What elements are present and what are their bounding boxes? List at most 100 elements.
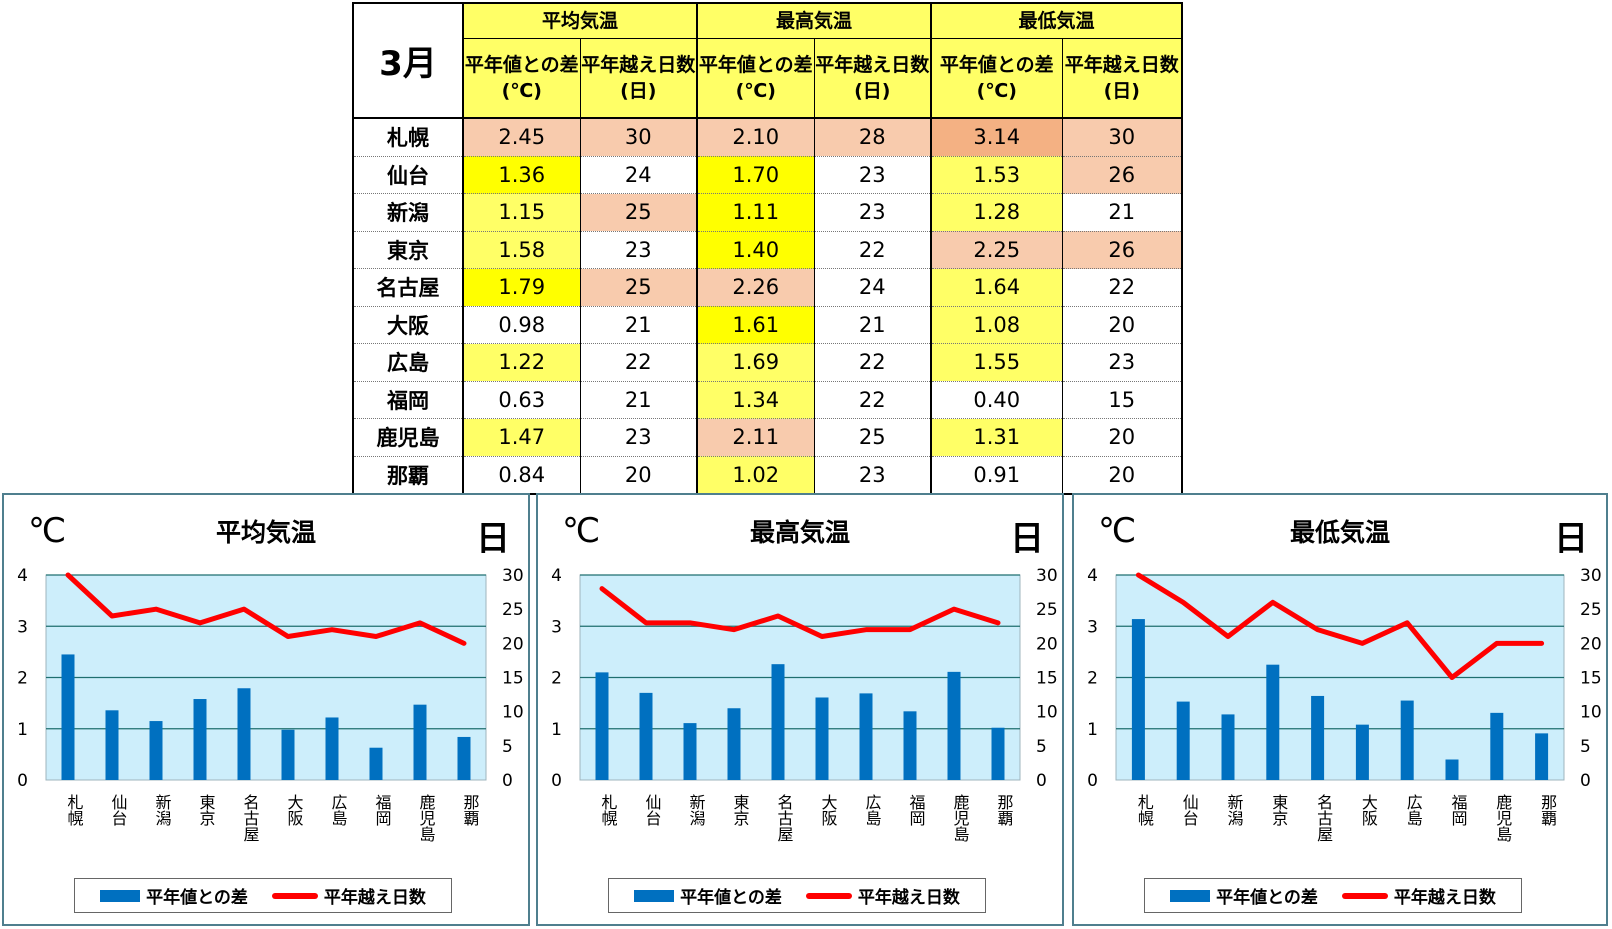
bar [859,693,873,780]
bar [237,688,251,780]
days-cell: 30 [1061,118,1183,157]
x-tick-label: 東京 [731,794,750,827]
days-cell: 22 [1061,268,1183,307]
y-tick-right: 20 [1036,634,1058,654]
y-tick-left: 4 [17,566,28,586]
days-cell: 25 [579,193,698,232]
bar [639,692,653,780]
city-cell: 鹿児島 [352,418,464,457]
days-cell: 24 [579,156,698,194]
days-cell: 22 [813,343,932,382]
days-cell: 22 [813,381,932,419]
days-cell: 21 [813,306,932,344]
city-cell: 東京 [352,231,464,269]
y-tick-left: 0 [551,771,562,791]
legend-item-bar: 平年値との差 [1170,883,1318,908]
y-tick-left: 4 [1087,566,1098,586]
x-tick-label: 鹿児島 [951,794,970,842]
diff-cell: 1.47 [463,418,580,457]
chart-panel-avg: ℃ 平均気温 日 0 1 2 3 4 0 5 10 15 20 25 30 札幌 仙台 新潟 東京 名古屋 大阪広… [2,493,530,926]
days-cell: 23 [579,231,698,269]
x-tick-label: 大阪 [819,794,838,826]
diff-cell: 1.55 [931,343,1062,382]
x-tick-label: 那覇 [461,794,480,826]
x-tick-label: 新潟 [1225,794,1244,826]
x-tick-label: 広島 [863,794,882,826]
table-row: 札幌 2.45 30 2.10 28 3.14 30 [352,118,1183,157]
sub-header-days: 平年越え日数(日) [579,38,698,119]
y-tick-right: 30 [1580,566,1602,586]
bar [413,704,427,780]
legend-label-line: 平年越え日数 [857,888,960,908]
chart-svg: 0 1 2 3 4 0 5 10 15 20 25 30 札幌 仙台 新潟 東京 名古屋 大阪 広島 福岡 鹿児島 那覇 [1087,566,1602,842]
unit-days: 日 [1010,519,1044,559]
x-tick-label: 仙台 [109,794,128,826]
sub-header-diff: 平年値との差(℃) [463,38,580,119]
y-tick-left: 1 [17,720,28,740]
chart-legend: 平年値との差 平年越え日数 [1144,878,1522,913]
legend-item-line: 平年越え日数 [805,883,960,908]
city-cell: 名古屋 [352,268,464,307]
bar [771,664,785,780]
y-tick-right: 15 [1036,669,1058,689]
city-cell: 大阪 [352,306,464,344]
bar [1400,700,1414,780]
bar [1355,724,1369,780]
y-tick-left: 3 [17,617,28,637]
bar [61,654,75,780]
x-tick-label: 福岡 [907,794,926,827]
bar [369,747,383,780]
x-tick-label: 仙台 [1180,794,1199,826]
diff-cell: 1.64 [931,268,1062,307]
y-tick-right: 25 [502,600,524,620]
x-tick-label: 札幌 [599,794,618,827]
bar [281,729,295,780]
days-cell: 23 [813,193,932,232]
group-header-min: 最低気温 [931,2,1183,39]
y-tick-right: 10 [502,703,524,723]
y-tick-right: 10 [1580,703,1602,723]
city-cell: 新潟 [352,193,464,232]
y-tick-right: 30 [502,566,524,586]
table-row: 福岡 0.63 21 1.34 22 0.40 15 [352,381,1183,419]
chart-title: 平均気温 [215,518,316,547]
days-cell: 25 [579,268,698,307]
x-tick-label: 那覇 [995,794,1014,826]
days-cell: 23 [813,456,932,495]
days-line [1135,572,1545,680]
y-tick-right: 25 [1580,600,1602,620]
chart-svg: 0 1 2 3 4 0 5 10 15 20 25 30 札幌 仙台 新潟 東京 名古屋 大阪 広島 福岡 鹿児島 那覇 [551,566,1058,842]
chart-panel-max: ℃ 最高気温 日 0 1 2 3 4 0 5 10 15 20 25 30 札幌 仙台 新潟 東京 名古屋 大阪広… [536,493,1064,926]
bar [947,671,961,780]
unit-days: 日 [1554,519,1588,559]
legend-swatch-bar [100,889,141,902]
diff-cell: 1.70 [697,156,814,194]
diff-cell: 2.45 [463,118,580,157]
diff-cell: 1.02 [697,456,814,495]
y-tick-right: 0 [1036,771,1047,791]
days-cell: 23 [1061,343,1183,382]
diff-cell: 1.15 [463,193,580,232]
x-tick-label: 大阪 [285,794,304,826]
y-tick-left: 2 [17,669,28,689]
diff-cell: 2.25 [931,231,1062,269]
y-tick-right: 5 [1036,737,1047,757]
y-tick-right: 0 [502,771,513,791]
chart-title: 最低気温 [1289,518,1390,547]
x-tick-label: 新潟 [687,794,706,826]
x-tick-label: 名古屋 [1314,794,1333,842]
days-cell: 26 [1061,231,1183,269]
diff-cell: 1.69 [697,343,814,382]
bar [105,710,119,780]
y-tick-left: 2 [551,669,562,689]
legend-swatch-line [805,892,852,899]
y-tick-right: 0 [1580,771,1591,791]
temperature-table: 3月 平均気温 最高気温 最低気温 平年値との差(℃) 平年越え日数(日) 平年… [352,2,1183,495]
bar [727,708,741,780]
x-tick-label: 新潟 [153,794,172,826]
chart-legend: 平年値との差 平年越え日数 [608,878,986,913]
diff-cell: 1.36 [463,156,580,194]
days-cell: 15 [1061,381,1183,419]
legend-item-line: 平年越え日数 [271,883,426,908]
group-header-max: 最高気温 [697,2,932,39]
